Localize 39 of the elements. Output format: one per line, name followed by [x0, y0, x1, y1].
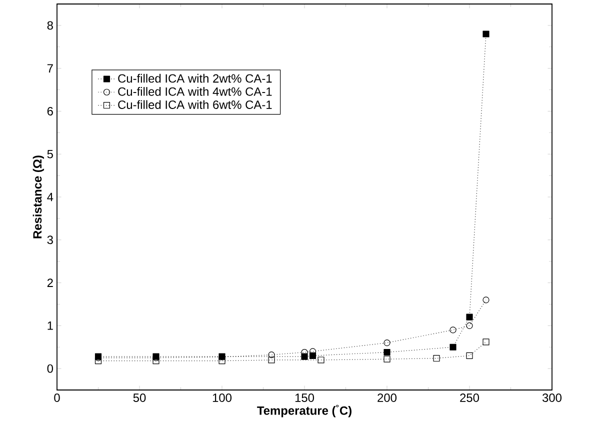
point [384, 340, 390, 346]
legend-label: Cu-filled ICA with 2wt% CA-1 [118, 74, 272, 83]
point [466, 322, 473, 329]
point [384, 356, 390, 362]
y-axis-title: Resistance (Ω) [32, 156, 44, 238]
y-tick-label: 4 [47, 192, 54, 202]
point [450, 326, 456, 334]
x-tick-label: 150 [295, 394, 314, 402]
point [152, 358, 160, 364]
point [318, 356, 324, 364]
y-tick-label: 3 [47, 236, 53, 244]
x-tick-label: 100 [212, 394, 232, 402]
point [450, 344, 456, 350]
point [482, 338, 490, 346]
point [268, 356, 275, 364]
x-tick-label: 200 [378, 394, 397, 402]
x-tick-label: 50 [133, 394, 146, 402]
y-tick-label: 2 [47, 278, 53, 287]
x-tick-label: 250 [460, 394, 480, 402]
y-tick-label: 5 [47, 150, 53, 158]
legend-label: Cu-filled ICA with 4wt% CA-1 [118, 87, 272, 96]
y-tick-label: 1 [48, 322, 53, 330]
y-tick-label: 7 [47, 64, 53, 72]
point [466, 352, 473, 359]
point [268, 352, 275, 358]
x-axis-title: Temperature ($^{°}$C) [257, 404, 352, 418]
point [218, 358, 226, 364]
point [384, 348, 390, 356]
y-tick-label: 6 [47, 106, 53, 116]
point [94, 358, 102, 364]
legend-label: Cu-filled ICA with 6wt% CA-1 [118, 100, 272, 109]
y-tick-label: 8 [47, 21, 53, 30]
point [482, 30, 490, 38]
point [466, 314, 473, 320]
x-tick-label: 0 [54, 394, 60, 402]
point [433, 354, 440, 362]
point [482, 296, 490, 304]
y-tick-label: 0 [47, 364, 54, 373]
x-tick-label: 300 [542, 394, 562, 402]
